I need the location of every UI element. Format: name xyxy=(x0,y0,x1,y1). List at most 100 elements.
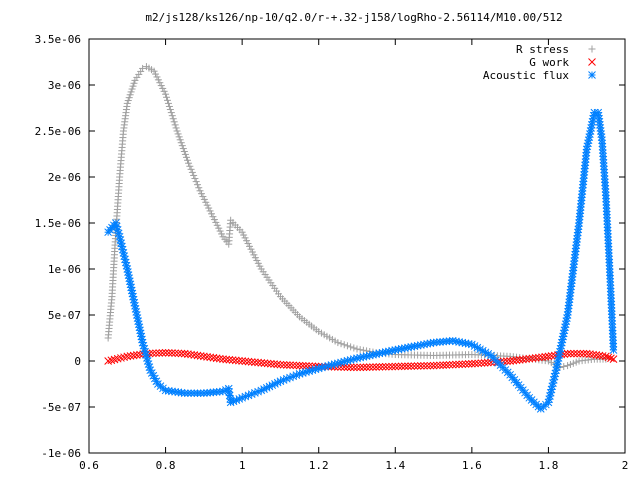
data-point xyxy=(404,343,412,352)
data-point xyxy=(273,360,282,369)
data-point xyxy=(343,363,352,372)
data-point xyxy=(445,360,454,369)
data-point xyxy=(484,350,493,358)
chart-title: m2/js128/ks126/np-10/q2.0/r-+.32-j158/lo… xyxy=(145,11,562,24)
data-point xyxy=(178,142,186,150)
x-tick-label: 2 xyxy=(622,459,629,472)
data-point xyxy=(181,150,189,158)
legend-marker xyxy=(588,71,596,79)
data-point xyxy=(365,363,374,371)
data-point xyxy=(157,82,165,90)
data-point xyxy=(604,353,613,362)
data-point xyxy=(137,67,145,75)
data-point xyxy=(576,349,585,358)
data-point xyxy=(432,361,441,370)
data-point xyxy=(203,201,211,209)
data-point xyxy=(448,360,457,369)
data-point xyxy=(124,268,132,276)
data-point xyxy=(292,361,301,370)
data-point xyxy=(174,349,183,358)
data-point xyxy=(347,343,355,351)
data-point xyxy=(573,349,581,358)
data-point xyxy=(238,357,246,365)
data-point xyxy=(525,354,534,363)
data-point xyxy=(169,115,177,123)
data-point xyxy=(609,355,618,364)
data-point xyxy=(165,102,173,110)
data-point xyxy=(590,108,599,117)
data-point xyxy=(569,359,577,367)
data-point xyxy=(589,350,597,359)
data-point xyxy=(190,171,198,179)
data-point xyxy=(182,153,190,161)
data-point xyxy=(346,363,355,372)
data-point xyxy=(127,88,135,96)
data-point xyxy=(538,353,546,362)
data-point xyxy=(160,87,168,95)
data-point xyxy=(128,85,136,93)
data-point xyxy=(509,356,518,365)
x-tick-label: 0.8 xyxy=(156,459,176,472)
y-tick-label: -1e-06 xyxy=(41,447,81,460)
data-point xyxy=(522,355,530,363)
data-point xyxy=(260,359,269,368)
data-point xyxy=(541,352,550,361)
data-point xyxy=(130,79,138,87)
data-point xyxy=(152,70,160,78)
data-point xyxy=(168,349,176,357)
data-point xyxy=(208,210,216,218)
data-point xyxy=(279,360,288,369)
data-point xyxy=(286,361,294,369)
data-point xyxy=(200,195,208,203)
plot-frame xyxy=(88,38,626,454)
data-point xyxy=(340,341,348,349)
data-point xyxy=(213,221,221,229)
data-point xyxy=(356,346,364,354)
data-point xyxy=(192,178,200,186)
data-point xyxy=(302,362,310,370)
data-point xyxy=(483,358,492,367)
data-point xyxy=(126,91,134,99)
data-point xyxy=(104,357,112,365)
data-point xyxy=(164,349,173,357)
x-tick-label: 1 xyxy=(239,459,246,472)
data-point xyxy=(381,348,390,356)
data-point xyxy=(564,362,572,370)
data-point xyxy=(420,361,428,370)
data-point xyxy=(129,351,138,360)
data-point xyxy=(583,142,592,151)
x-axis: 0.6 0.8 1 1.2 1.4 1.6 1.8 2 xyxy=(79,39,628,472)
legend-label: Acoustic flux xyxy=(483,69,569,82)
data-point xyxy=(148,349,157,358)
data-point xyxy=(547,359,555,367)
data-point xyxy=(174,130,182,138)
data-point xyxy=(254,358,262,367)
data-point xyxy=(572,358,580,366)
y-tick-label: 3.5e-06 xyxy=(35,33,81,46)
data-point xyxy=(531,354,540,362)
data-point xyxy=(362,363,371,372)
data-point xyxy=(378,362,387,371)
data-point xyxy=(191,175,199,183)
data-point xyxy=(218,230,226,238)
data-point xyxy=(167,109,175,117)
data-point xyxy=(270,360,278,368)
data-point xyxy=(175,133,183,141)
data-point xyxy=(602,352,610,361)
data-point xyxy=(154,76,162,84)
series-acoustic-flux xyxy=(104,108,618,413)
data-point xyxy=(298,361,307,370)
y-tick-label: 0 xyxy=(74,355,81,368)
data-point xyxy=(356,363,365,372)
y-tick-label: 1e-06 xyxy=(48,263,81,276)
data-point xyxy=(598,352,607,360)
data-point xyxy=(586,350,594,358)
data-point xyxy=(423,361,432,370)
data-point xyxy=(375,363,384,371)
series-g-work xyxy=(104,348,618,372)
data-point xyxy=(222,355,231,364)
data-point xyxy=(162,90,170,98)
y-tick-label: 5e-07 xyxy=(48,309,81,322)
data-point xyxy=(436,361,444,370)
data-point xyxy=(410,362,419,370)
